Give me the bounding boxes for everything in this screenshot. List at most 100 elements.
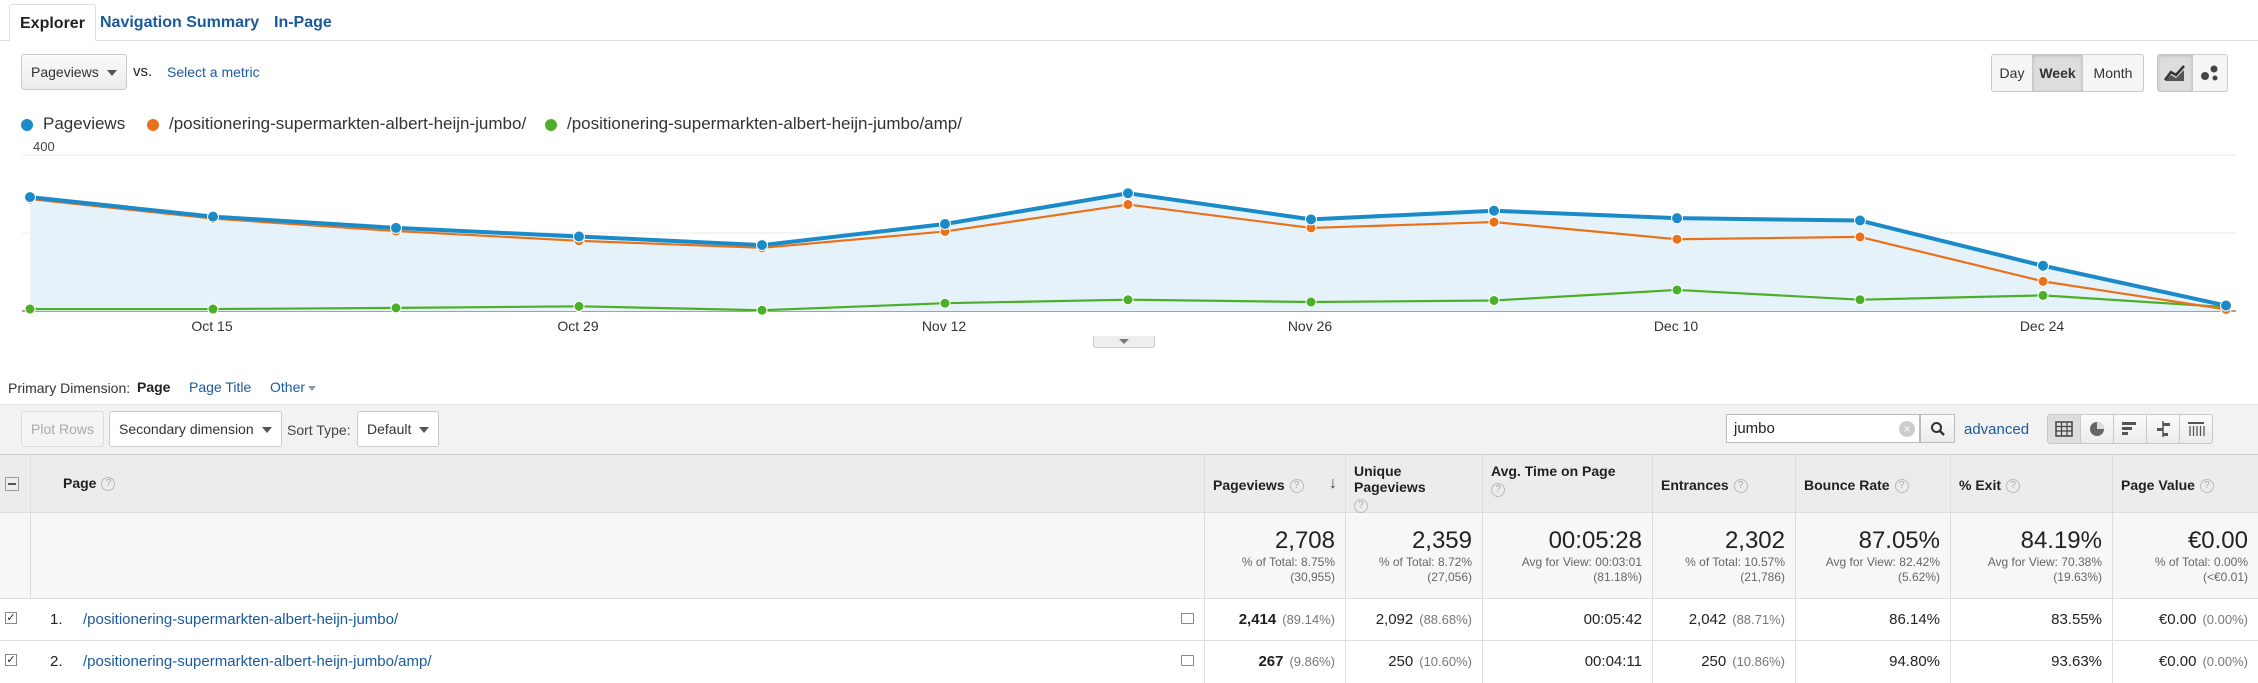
select-metric-link[interactable]: Select a metric: [167, 64, 260, 80]
cell-exit: 83.55%: [1950, 599, 2112, 641]
cell-value: 2,042: [1688, 611, 1727, 628]
total-value: 2,708: [1274, 527, 1335, 554]
column-header-unique-pageviews[interactable]: Unique Pageviews?: [1345, 455, 1482, 514]
column-header-label: Page Value: [2121, 477, 2195, 493]
metric-dropdown[interactable]: Pageviews: [21, 54, 127, 90]
search-input-value: jumbo: [1734, 420, 1775, 437]
total-subtext: Avg for View: 70.38%: [1987, 555, 2102, 569]
period-week-button[interactable]: Week: [2032, 54, 2083, 92]
chevron-down-icon: [261, 427, 272, 434]
table-header-row: [0, 454, 2258, 513]
line-chart-toggle[interactable]: [2157, 54, 2193, 92]
bubble-chart-icon: [2201, 65, 2218, 81]
row-checkbox[interactable]: ✓: [5, 654, 17, 666]
column-header-pageviews[interactable]: Pageviews? ↓: [1204, 455, 1345, 513]
cell-percent: (88.71%): [1732, 612, 1785, 627]
cell-percent: (0.00%): [2202, 612, 2248, 627]
tab-navigation-summary[interactable]: Navigation Summary: [100, 14, 260, 31]
dimension-page[interactable]: Page: [137, 379, 171, 395]
advanced-filter-link[interactable]: advanced: [1964, 421, 2030, 438]
total-subtext: Avg for View: 00:03:01: [1521, 555, 1642, 569]
view-table-button[interactable]: [2047, 414, 2081, 444]
open-page-icon[interactable]: [1181, 613, 1194, 624]
help-icon[interactable]: ?: [2006, 479, 2021, 494]
clear-search-icon[interactable]: ×: [1899, 421, 1915, 437]
total-subtext: (81.18%): [1593, 570, 1642, 584]
dimension-page-title[interactable]: Page Title: [189, 379, 252, 395]
search-button[interactable]: [1920, 414, 1955, 443]
help-icon[interactable]: ?: [2199, 479, 2214, 494]
view-pie-button[interactable]: [2080, 414, 2114, 444]
secondary-dimension-dropdown[interactable]: Secondary dimension: [109, 411, 282, 447]
view-pivot-button[interactable]: [2179, 414, 2213, 444]
data-point: [390, 302, 402, 314]
total-subtext: (<€0.01): [2202, 570, 2248, 584]
legend-item-page-1: /positionering-supermarkten-albert-heijn…: [147, 114, 526, 134]
select-all-checkbox[interactable]: [5, 477, 19, 491]
table-search-input[interactable]: jumbo ×: [1726, 414, 1920, 443]
cell-value: €0.00: [2158, 611, 2197, 628]
cell-exit: 93.63%: [1950, 641, 2112, 683]
total-pageviews: 2,708% of Total: 8.75% (30,955): [1204, 513, 1345, 599]
total-subtext: % of Total: 8.75%: [1241, 555, 1335, 569]
column-header-avg-time[interactable]: Avg. Time on Page?: [1482, 455, 1652, 513]
data-point: [1122, 294, 1134, 306]
help-icon[interactable]: ?: [1491, 483, 1505, 498]
totals-row: [0, 513, 2258, 599]
cell-value: 267: [1258, 653, 1284, 670]
column-header-bounce-rate[interactable]: Bounce Rate?: [1795, 455, 1950, 513]
row-page-link[interactable]: /positionering-supermarkten-albert-heijn…: [83, 653, 432, 670]
cell-percent: (10.60%): [1419, 654, 1472, 669]
row-checkbox[interactable]: ✓: [5, 612, 17, 624]
tab-explorer[interactable]: Explorer: [9, 4, 96, 41]
data-point: [1671, 284, 1683, 296]
data-point: [573, 300, 585, 312]
data-point: [756, 304, 768, 316]
help-icon[interactable]: ?: [1894, 479, 1909, 494]
column-header-exit[interactable]: % Exit?: [1950, 455, 2112, 513]
view-comparison-button[interactable]: [2146, 414, 2180, 444]
x-tick-label: Oct 29: [557, 318, 598, 334]
period-month-button[interactable]: Month: [2082, 54, 2144, 92]
data-point: [207, 210, 219, 223]
motion-chart-toggle[interactable]: [2192, 54, 2228, 92]
dimension-other-dropdown[interactable]: Other: [270, 379, 317, 395]
cell-page-value: €0.00 (0.00%): [2112, 641, 2258, 683]
x-tick-label: Dec 24: [2020, 318, 2065, 334]
cell-percent: (0.00%): [2202, 654, 2248, 669]
cell-pageviews: 267 (9.86%): [1204, 641, 1345, 683]
cell-value: 2,092: [1375, 611, 1414, 628]
dimension-other-label: Other: [270, 379, 306, 395]
total-value: 2,302: [1724, 527, 1785, 554]
total-subtext: (27,056): [1427, 570, 1472, 584]
column-header-page-value[interactable]: Page Value?: [2112, 455, 2258, 513]
period-day-button[interactable]: Day: [1991, 54, 2033, 92]
help-icon[interactable]: ?: [101, 477, 116, 492]
chart-collapse-handle[interactable]: [1093, 336, 1155, 348]
column-header-label: Page: [63, 475, 97, 491]
table-grid-icon: [2055, 421, 2073, 437]
row-page-link[interactable]: /positionering-supermarkten-albert-heijn…: [83, 611, 399, 628]
help-icon[interactable]: ?: [1733, 479, 1748, 494]
view-performance-button[interactable]: [2113, 414, 2147, 444]
data-point: [1488, 216, 1500, 228]
open-page-icon[interactable]: [1181, 655, 1194, 666]
column-header-entrances[interactable]: Entrances?: [1652, 455, 1795, 513]
column-header-label: % Exit: [1959, 477, 2002, 493]
cell-avg-time: 00:04:11: [1482, 641, 1652, 683]
cell-value: 250: [1388, 653, 1414, 670]
help-icon[interactable]: ?: [1354, 499, 1368, 514]
column-header-page[interactable]: Page?: [30, 455, 1204, 513]
sort-type-dropdown[interactable]: Default: [357, 411, 440, 447]
cell-value: 00:05:42: [1583, 611, 1642, 628]
cell-value: 94.80%: [1889, 653, 1940, 670]
plot-rows-button[interactable]: Plot Rows: [21, 411, 105, 447]
column-header-label: Entrances: [1661, 477, 1729, 493]
x-tick-label: Nov 12: [922, 318, 967, 334]
total-value: 2,359: [1411, 527, 1472, 554]
data-point: [1854, 231, 1866, 243]
cell-unique-pageviews: 2,092 (88.68%): [1345, 599, 1482, 641]
data-point: [2037, 275, 2049, 287]
help-icon[interactable]: ?: [1289, 479, 1304, 494]
tab-in-page[interactable]: In-Page: [274, 14, 332, 31]
